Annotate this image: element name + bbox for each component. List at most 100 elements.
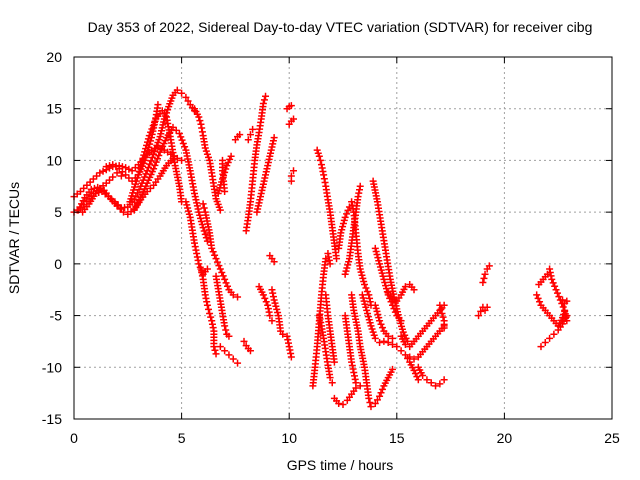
data-point (533, 291, 541, 299)
data-point (96, 169, 104, 177)
data-point (551, 282, 559, 290)
data-point (151, 161, 159, 169)
data-point (137, 161, 145, 169)
x-tick-label: 0 (70, 430, 78, 446)
series-arc-x (266, 252, 278, 266)
data-point (139, 176, 147, 184)
data-point (136, 164, 144, 172)
data-point (205, 305, 212, 313)
data-point (339, 223, 347, 231)
data-point (287, 353, 295, 361)
series-arc-ae (322, 291, 338, 366)
y-tick-label: 20 (46, 49, 62, 65)
data-point (199, 200, 207, 208)
axis-ticks: 0 5 10 15 20 25 -15 -10 -5 0 5 10 15 20 (42, 49, 620, 446)
data-point (246, 131, 254, 139)
data-point (259, 100, 267, 108)
data-point (147, 157, 155, 165)
data-point (377, 389, 385, 397)
data-point (414, 376, 422, 384)
data-point (185, 210, 193, 218)
series-arc-c (74, 123, 211, 245)
data-point (150, 165, 158, 173)
data-point (378, 385, 386, 393)
data-point (365, 394, 373, 402)
data-point (209, 248, 217, 256)
data-point (122, 171, 130, 179)
series-arc-g (130, 154, 177, 214)
data-point (175, 130, 183, 138)
data-point (234, 293, 242, 301)
data-point (376, 338, 384, 346)
data-point (366, 319, 374, 327)
data-point (142, 145, 150, 153)
data-point (138, 158, 146, 166)
data-point (384, 332, 392, 340)
data-point (102, 163, 110, 171)
data-point (178, 89, 186, 97)
data-point (376, 260, 384, 268)
data-point (224, 282, 232, 290)
data-point (226, 155, 234, 163)
data-point (118, 168, 126, 176)
data-point (216, 343, 224, 351)
data-point (212, 255, 220, 263)
series-arc-ay (559, 296, 571, 307)
data-point (260, 96, 268, 104)
series-arc-al (371, 301, 396, 342)
data-point (80, 184, 88, 192)
series-arc-q (240, 337, 254, 355)
data-point (358, 291, 366, 299)
data-point (125, 174, 133, 182)
data-point (410, 355, 418, 363)
data-point (360, 277, 368, 285)
y-tick-label: -10 (42, 359, 62, 375)
data-point (374, 254, 382, 262)
data-point (563, 297, 571, 305)
data-point (341, 213, 349, 221)
data-point (211, 251, 219, 259)
data-point (352, 379, 360, 387)
data-point (362, 284, 370, 292)
data-point (146, 160, 154, 168)
data-point (138, 179, 146, 187)
data-points (70, 86, 571, 411)
data-point (388, 295, 396, 303)
data-point (290, 115, 298, 123)
data-point (142, 170, 150, 178)
data-point (374, 311, 382, 319)
data-point (116, 205, 124, 213)
data-point (436, 380, 444, 388)
data-point (143, 141, 151, 149)
series-arc-an (369, 177, 412, 345)
data-point (363, 287, 371, 295)
series-arc-ag (335, 198, 375, 309)
data-point (223, 162, 231, 170)
series-arc-f (126, 107, 186, 206)
series-arc-r (242, 92, 270, 235)
series-arc-i (182, 198, 211, 278)
series-arc-p (231, 131, 244, 144)
data-point (552, 286, 560, 294)
series-arc-au (479, 262, 493, 286)
data-point (373, 307, 381, 315)
data-point (423, 376, 431, 384)
data-point (196, 117, 204, 125)
y-tick-label: 15 (46, 101, 62, 117)
data-point (381, 278, 389, 286)
data-point (76, 187, 84, 195)
data-point (122, 164, 130, 172)
data-point (148, 154, 156, 162)
data-point (563, 312, 571, 320)
data-point (261, 294, 269, 302)
data-point (234, 359, 242, 367)
data-point (144, 163, 152, 171)
data-point (371, 301, 379, 309)
data-point (534, 294, 542, 302)
data-point (537, 343, 545, 351)
data-point (377, 320, 385, 328)
data-point (229, 355, 237, 363)
data-point (401, 351, 409, 359)
data-point (361, 281, 369, 289)
data-point (344, 261, 352, 269)
